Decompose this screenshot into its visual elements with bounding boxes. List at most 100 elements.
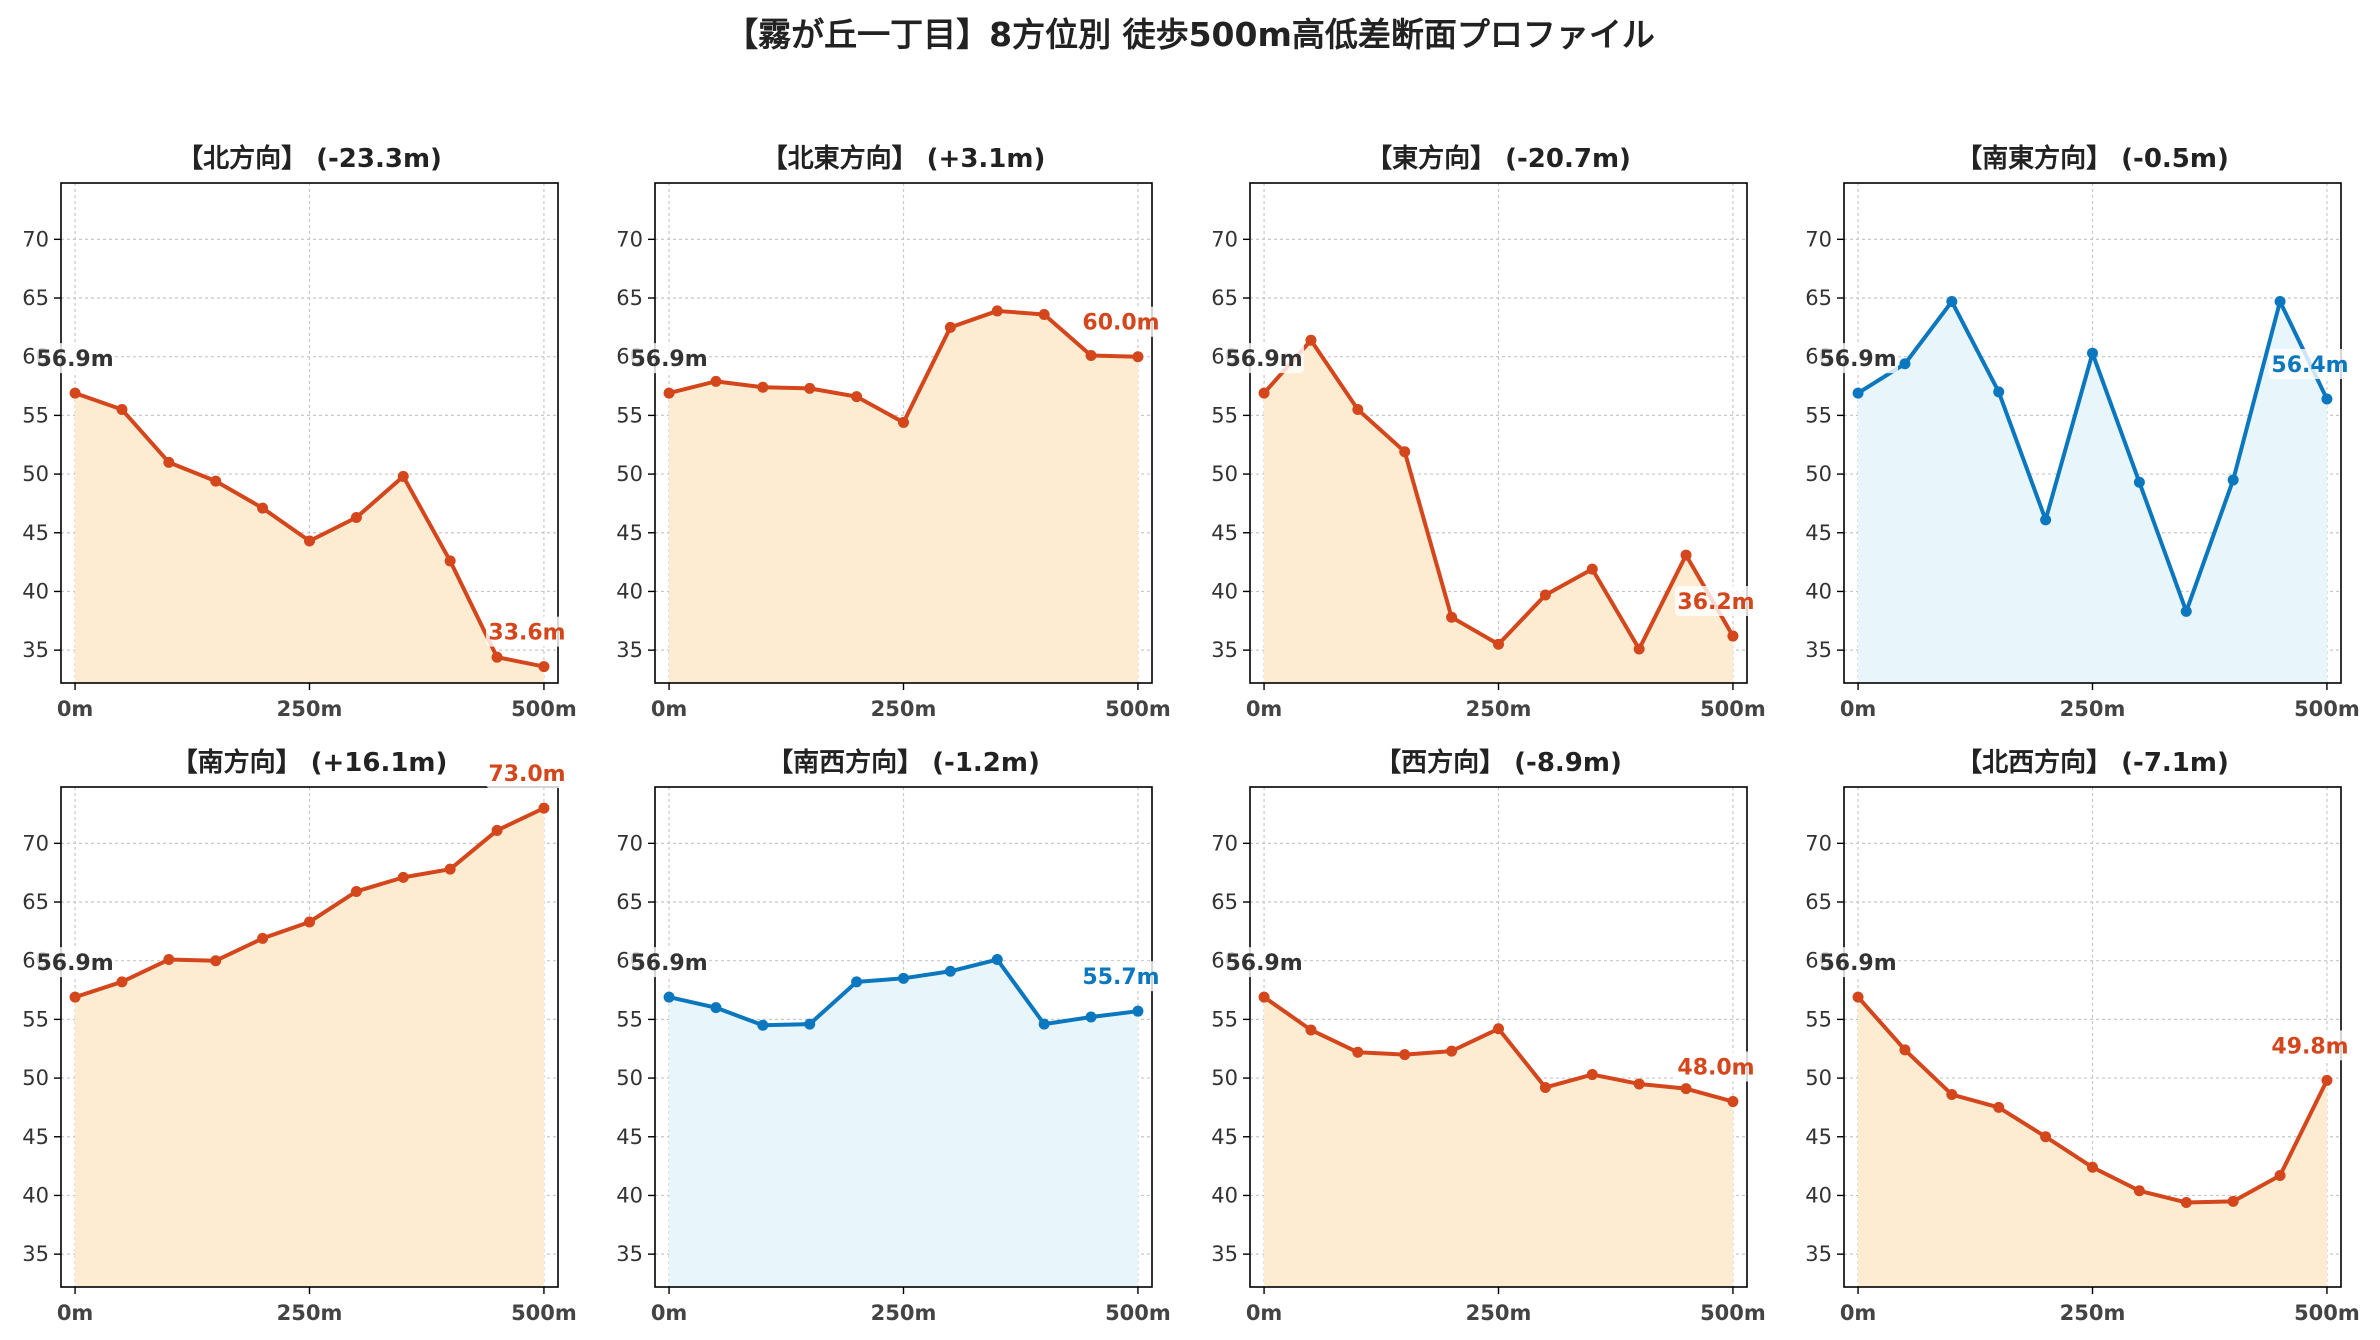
y-tick-label: 70	[1805, 831, 1832, 855]
x-tick-label: 0m	[1246, 697, 1283, 721]
x-tick-label: 500m	[2294, 1301, 2360, 1325]
y-tick-label: 40	[22, 1183, 49, 1207]
elevation-area	[1264, 997, 1733, 1287]
x-tick-label: 500m	[1700, 1301, 1766, 1325]
start-elevation-label: 56.9m	[1819, 951, 1896, 976]
data-point	[1680, 549, 1692, 561]
data-point	[444, 555, 456, 567]
data-point	[1899, 1044, 1911, 1056]
y-tick-label: 70	[616, 227, 643, 251]
data-point	[2274, 1169, 2286, 1181]
subplot-title: 【北東方向】 (+3.1m)	[762, 143, 1046, 174]
y-tick-label: 50	[1805, 462, 1832, 486]
subplot-title: 【南東方向】 (-0.5m)	[1956, 143, 2229, 174]
y-tick-label: 35	[1211, 1242, 1238, 1266]
y-tick-label: 35	[1805, 638, 1832, 662]
start-elevation-label: 56.9m	[36, 951, 113, 976]
data-point	[350, 512, 362, 524]
y-tick-label: 40	[22, 579, 49, 603]
x-tick-label: 250m	[1466, 1301, 1532, 1325]
subplot-title: 【東方向】 (-20.7m)	[1366, 143, 1631, 174]
data-point	[210, 955, 222, 967]
data-point	[1493, 1023, 1504, 1035]
data-point	[2227, 1195, 2239, 1207]
data-point	[538, 802, 550, 814]
subplot-3: 【南東方向】 (-0.5m)35404550556065700m250m500m…	[1805, 143, 2360, 721]
data-point	[69, 387, 81, 399]
x-tick-label: 250m	[871, 1301, 937, 1325]
data-point	[1305, 334, 1317, 346]
data-point	[210, 475, 222, 487]
y-tick-label: 45	[1805, 521, 1832, 545]
end-elevation-label: 73.0m	[488, 762, 565, 787]
x-tick-label: 500m	[1105, 697, 1171, 721]
subplot-6: 【西方向】 (-8.9m)35404550556065700m250m500m5…	[1211, 747, 1766, 1325]
data-point	[1038, 308, 1050, 320]
x-tick-label: 250m	[277, 1301, 343, 1325]
x-tick-label: 0m	[1246, 1301, 1283, 1325]
y-tick-label: 45	[1211, 521, 1238, 545]
data-point	[1539, 1081, 1551, 1093]
data-point	[1993, 1101, 2005, 1113]
y-tick-label: 40	[616, 1183, 643, 1207]
start-label-box	[629, 343, 710, 374]
data-point	[1539, 589, 1551, 601]
start-label-box	[1818, 343, 1899, 374]
start-elevation-label: 56.9m	[36, 347, 113, 372]
y-tick-label: 70	[22, 227, 49, 251]
data-point	[1085, 350, 1097, 362]
x-tick-label: 0m	[651, 1301, 688, 1325]
data-point	[163, 954, 175, 966]
subplot-7: 【北西方向】 (-7.1m)35404550556065700m250m500m…	[1805, 747, 2360, 1325]
start-label-box	[1224, 947, 1305, 978]
y-tick-label: 65	[1805, 286, 1832, 310]
data-point	[757, 381, 769, 393]
data-point	[444, 863, 456, 875]
x-tick-label: 0m	[57, 697, 94, 721]
y-tick-label: 70	[1211, 227, 1238, 251]
y-tick-label: 55	[1805, 1007, 1832, 1031]
data-point	[1352, 404, 1364, 416]
y-tick-label: 40	[1211, 1183, 1238, 1207]
end-label-box	[1675, 586, 1757, 617]
data-point	[851, 976, 863, 988]
data-point	[1633, 1078, 1645, 1090]
subplot-1: 【北東方向】 (+3.1m)35404550556065700m250m500m…	[616, 143, 1171, 721]
y-tick-label: 35	[616, 638, 643, 662]
start-label-box	[35, 947, 116, 978]
y-tick-label: 55	[22, 403, 49, 427]
end-label-box	[1080, 961, 1162, 992]
data-point	[1258, 387, 1270, 399]
elevation-area	[669, 959, 1138, 1287]
y-tick-label: 50	[1211, 462, 1238, 486]
data-point	[69, 991, 81, 1003]
start-elevation-label: 56.9m	[1819, 347, 1896, 372]
elevation-area	[1858, 301, 2327, 683]
end-elevation-label: 55.7m	[1082, 965, 1159, 990]
end-elevation-label: 36.2m	[1677, 590, 1754, 615]
subplot-title: 【北方向】 (-23.3m)	[177, 143, 442, 174]
x-tick-label: 500m	[511, 1301, 577, 1325]
data-point	[898, 972, 909, 984]
data-point	[1727, 1096, 1739, 1108]
data-point	[2180, 1196, 2192, 1208]
data-point	[2180, 605, 2192, 617]
data-point	[304, 916, 315, 928]
data-point	[491, 651, 503, 663]
start-label-box	[629, 947, 710, 978]
x-tick-label: 0m	[1840, 697, 1877, 721]
data-point	[991, 305, 1003, 317]
data-point	[2133, 476, 2145, 488]
y-tick-label: 65	[22, 890, 49, 914]
y-tick-label: 55	[22, 1007, 49, 1031]
y-tick-label: 45	[1211, 1125, 1238, 1149]
y-tick-label: 50	[616, 1066, 643, 1090]
data-point	[991, 954, 1003, 966]
data-point	[2040, 1131, 2052, 1143]
end-label-box	[2269, 348, 2351, 379]
end-label-box	[1080, 306, 1162, 337]
y-tick-label: 40	[616, 579, 643, 603]
data-point	[710, 375, 722, 387]
data-point	[1446, 611, 1458, 623]
subplot-title: 【北西方向】 (-7.1m)	[1956, 747, 2229, 778]
